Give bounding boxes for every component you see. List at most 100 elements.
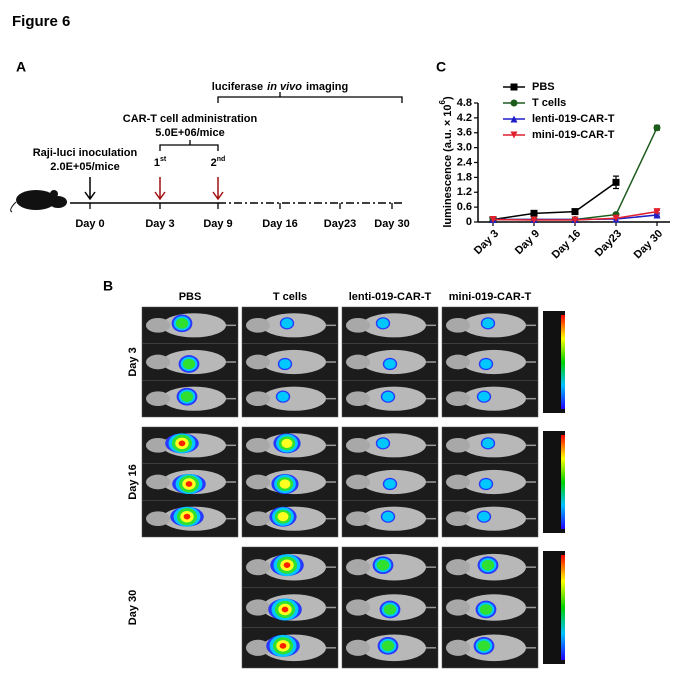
dose-number: 2: [211, 157, 217, 169]
signal: [279, 479, 291, 489]
mouse-head: [446, 391, 470, 406]
dose-label: 2nd: [211, 156, 226, 169]
administration-dose: 5.0E+06/mice: [155, 127, 224, 139]
marker: [489, 216, 497, 224]
mouse-head: [346, 354, 370, 370]
y-tick-label: 2.4: [457, 156, 473, 168]
day-label: Day 3: [145, 218, 174, 230]
mouse-head: [246, 391, 270, 406]
legend-label: PBS: [532, 81, 555, 93]
row-label: Day 30: [127, 590, 139, 625]
inoculation-dose: 2.0E+05/mice: [50, 161, 119, 173]
y-label-exponent: 6: [438, 99, 447, 104]
y-tick-label: 0: [466, 216, 472, 228]
mouse-body: [262, 349, 326, 375]
signal: [183, 513, 191, 520]
bracket: [217, 92, 403, 103]
marker: [653, 124, 661, 132]
signal: [185, 481, 193, 487]
mouse-ear: [50, 190, 58, 198]
mouse-head: [346, 511, 370, 526]
mouse-head: [246, 318, 270, 333]
signal: [479, 604, 493, 615]
imaging-title: luciferase in vivo imaging: [212, 81, 348, 93]
y-tick-label: 3.0: [457, 142, 472, 154]
signal: [477, 640, 491, 652]
mouse-head: [446, 559, 470, 576]
y-tick-label: 0.6: [457, 201, 472, 213]
mouse-head: [446, 639, 470, 656]
inoculation-title: Raji-luci inoculation: [33, 147, 138, 159]
signal: [175, 318, 189, 329]
signal: [281, 606, 289, 613]
figure-title: Figure 6: [12, 13, 70, 30]
signal: [478, 511, 490, 522]
marker: [510, 99, 518, 107]
signal: [377, 438, 389, 449]
mouse-head: [246, 559, 270, 576]
signal: [481, 559, 495, 571]
panel-a: A luciferase in vivo imaging CAR-T cell ad…: [10, 59, 410, 230]
mouse-tail: [10, 201, 17, 213]
dose-suffix: st: [160, 156, 167, 163]
x-tick-label: Day 3: [472, 228, 501, 257]
mouse-head: [446, 599, 470, 616]
mouse-head: [346, 639, 370, 656]
mouse-head: [146, 354, 170, 370]
mouse-head: [446, 474, 470, 490]
series-line: [492, 181, 617, 221]
signal: [480, 359, 492, 369]
x-tick-label: Day 16: [550, 228, 584, 262]
mouse-body: [16, 190, 56, 210]
color-scale-bar: [561, 435, 565, 529]
panel-label: A: [16, 59, 26, 75]
mouse-head: [246, 354, 270, 370]
mouse-head: [246, 599, 270, 616]
signal: [376, 559, 390, 571]
word: imaging: [306, 81, 348, 93]
signal: [283, 562, 291, 569]
color-scale: [543, 311, 565, 413]
mouse-head: [346, 391, 370, 406]
column-header: T cells: [273, 291, 307, 303]
dose-number: 1: [154, 157, 160, 169]
mouse-head: [346, 318, 370, 333]
arrow: [154, 177, 166, 201]
panel-b: B PBS T cells lenti-019-CAR-T mini-019-CAR-…: [103, 278, 565, 669]
signal: [281, 438, 293, 448]
marker: [571, 208, 579, 216]
signal: [277, 391, 289, 402]
marker: [530, 216, 538, 224]
row-label: Day 3: [127, 347, 139, 376]
marker: [612, 214, 620, 222]
day-label: Day 9: [203, 218, 232, 230]
signal: [279, 642, 287, 649]
mouse-head: [146, 474, 170, 490]
marker: [653, 208, 661, 216]
x-tick-label: Day 30: [632, 228, 666, 262]
signal: [384, 479, 396, 489]
signal: [382, 511, 394, 522]
marker: [612, 178, 620, 186]
row-label: Day 16: [127, 464, 139, 499]
arrow: [212, 177, 224, 201]
signal: [377, 318, 389, 329]
mouse-head: [346, 474, 370, 490]
mouse-head: [346, 599, 370, 616]
mouse-head: [49, 196, 67, 208]
y-label-close: ): [442, 96, 454, 100]
day-label: Day 30: [374, 218, 409, 230]
mouse-body: [462, 469, 526, 495]
mouse-head: [246, 511, 270, 526]
administration-title: CAR-T cell administration: [123, 113, 258, 125]
x-tick-label: Day23: [593, 228, 624, 259]
signal: [482, 318, 494, 329]
marker: [571, 216, 579, 224]
mouse-head: [446, 318, 470, 333]
panel-c: C luminescence (a.u. × 106) 0 0.6 1.2 1.8 2.…: [436, 59, 670, 262]
mouse-body: [462, 349, 526, 375]
y-tick-label: 1.8: [457, 171, 472, 183]
arrow: [84, 177, 96, 201]
mouse-head: [446, 438, 470, 453]
y-label-text: luminescence (a.u. × 10: [442, 104, 454, 227]
